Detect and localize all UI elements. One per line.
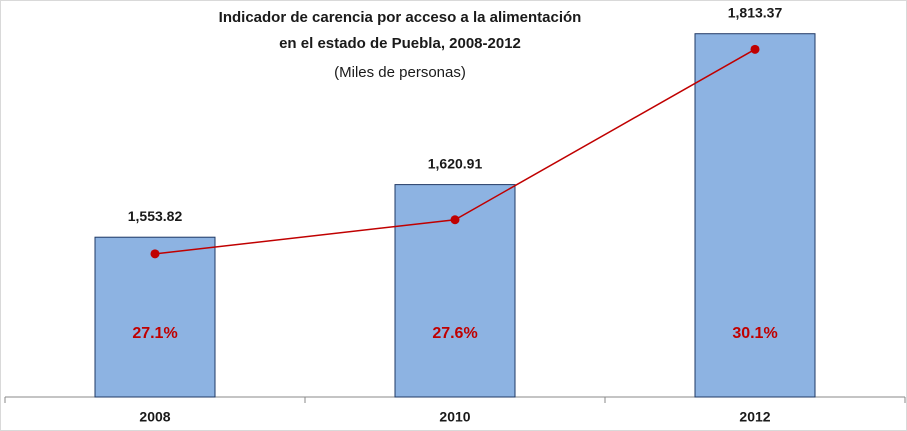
line-point <box>750 44 760 54</box>
chart-subtitle: (Miles de personas) <box>334 64 466 81</box>
x-tick-label: 2008 <box>139 409 170 425</box>
x-tick-label: 2010 <box>439 409 470 425</box>
line-value-label: 27.1% <box>132 325 177 342</box>
line-point <box>450 215 460 225</box>
bar-value-label: 1,553.82 <box>128 208 183 224</box>
bar-value-label: 1,620.91 <box>428 155 483 171</box>
bar <box>394 184 516 398</box>
chart-title: Indicador de carencia por acceso a la al… <box>219 9 582 26</box>
bar <box>94 236 216 398</box>
bar-value-label: 1,813.37 <box>728 4 783 20</box>
line-value-label: 27.6% <box>432 325 477 342</box>
line-point <box>150 249 160 259</box>
line-value-label: 30.1% <box>732 325 777 342</box>
x-tick-label: 2012 <box>739 409 770 425</box>
chart-title: en el estado de Puebla, 2008-2012 <box>279 35 521 52</box>
bar <box>694 33 816 398</box>
